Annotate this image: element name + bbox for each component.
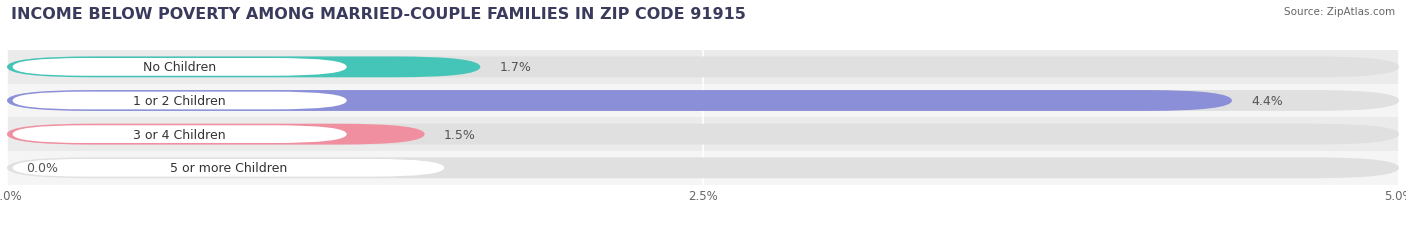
FancyBboxPatch shape [13, 92, 347, 110]
FancyBboxPatch shape [7, 118, 1399, 151]
FancyBboxPatch shape [7, 91, 1232, 111]
Text: INCOME BELOW POVERTY AMONG MARRIED-COUPLE FAMILIES IN ZIP CODE 91915: INCOME BELOW POVERTY AMONG MARRIED-COUPL… [11, 7, 747, 22]
FancyBboxPatch shape [7, 151, 1399, 185]
Text: 1 or 2 Children: 1 or 2 Children [134, 94, 226, 108]
Text: No Children: No Children [143, 61, 217, 74]
FancyBboxPatch shape [7, 57, 1399, 78]
Text: Source: ZipAtlas.com: Source: ZipAtlas.com [1284, 7, 1395, 17]
FancyBboxPatch shape [13, 126, 347, 143]
FancyBboxPatch shape [13, 159, 444, 177]
Text: 4.4%: 4.4% [1251, 94, 1284, 108]
Text: 1.5%: 1.5% [444, 128, 477, 141]
Text: 5 or more Children: 5 or more Children [170, 161, 287, 175]
FancyBboxPatch shape [7, 57, 481, 78]
Text: 0.0%: 0.0% [27, 161, 59, 175]
FancyBboxPatch shape [7, 158, 1399, 178]
FancyBboxPatch shape [7, 51, 1399, 84]
FancyBboxPatch shape [7, 84, 1399, 118]
Text: 1.7%: 1.7% [499, 61, 531, 74]
FancyBboxPatch shape [13, 59, 347, 76]
FancyBboxPatch shape [7, 124, 1399, 145]
Text: 3 or 4 Children: 3 or 4 Children [134, 128, 226, 141]
FancyBboxPatch shape [7, 91, 1399, 111]
FancyBboxPatch shape [7, 124, 425, 145]
